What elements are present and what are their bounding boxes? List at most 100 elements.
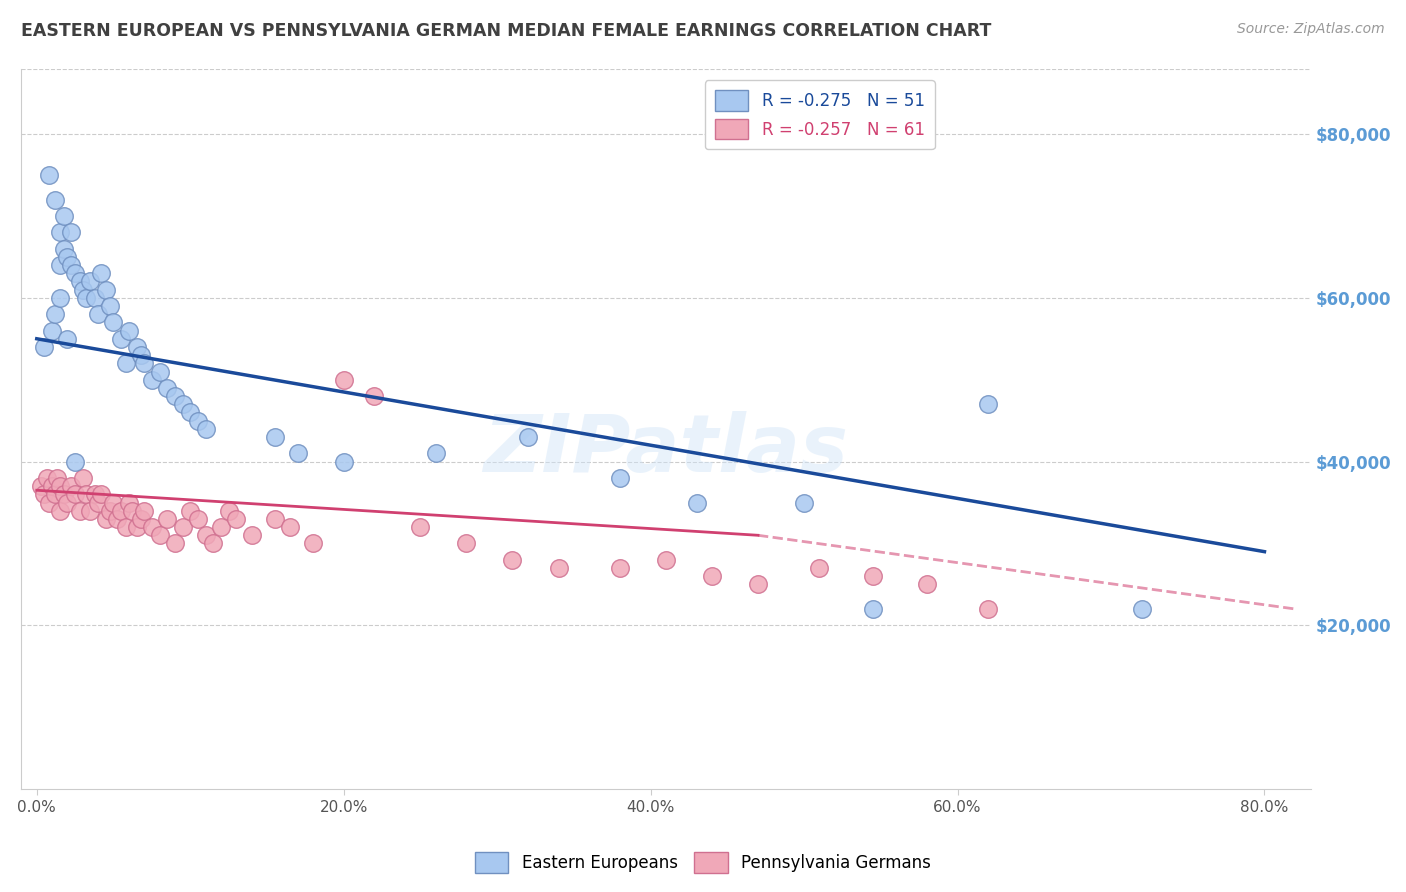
Point [41,324,63,338]
Point [263,512,285,526]
Point [34,340,56,354]
Point [44,193,66,207]
Point [49,504,72,518]
Point [148,528,170,542]
Point [37,471,59,485]
Point [209,520,232,534]
Point [700,569,723,583]
Point [63,454,86,468]
Point [747,577,769,591]
Point [38,168,60,182]
Point [56,495,79,509]
Point [59,479,82,493]
Point [332,373,354,387]
Point [302,536,325,550]
Legend: R = -0.275   N = 51, R = -0.257   N = 61: R = -0.275 N = 51, R = -0.257 N = 61 [706,80,935,150]
Point [34,487,56,501]
Point [977,397,1000,411]
Point [141,373,163,387]
Point [105,512,128,526]
Point [75,487,97,501]
Point [179,405,201,419]
Point [516,430,538,444]
Point [609,471,631,485]
Point [915,577,938,591]
Point [793,495,815,509]
Point [84,291,107,305]
Point [202,536,225,550]
Point [56,250,79,264]
Point [59,225,82,239]
Point [103,315,125,329]
Point [69,275,91,289]
Point [977,602,1000,616]
Point [79,504,101,518]
Point [87,495,110,509]
Point [125,520,148,534]
Point [1130,602,1153,616]
Point [44,487,66,501]
Point [56,332,79,346]
Point [90,487,112,501]
Point [44,307,66,321]
Point [363,389,385,403]
Legend: Eastern Europeans, Pennsylvania Germans: Eastern Europeans, Pennsylvania Germans [468,846,938,880]
Point [41,479,63,493]
Point [59,258,82,272]
Point [862,602,884,616]
Point [114,520,136,534]
Point [172,397,194,411]
Point [218,504,240,518]
Point [685,495,707,509]
Point [118,324,141,338]
Point [30,479,52,493]
Point [49,225,72,239]
Point [655,553,678,567]
Point [287,446,309,460]
Point [75,291,97,305]
Point [87,307,110,321]
Point [240,528,263,542]
Point [69,504,91,518]
Point [862,569,884,583]
Point [179,504,201,518]
Point [110,504,132,518]
Point [114,356,136,370]
Point [49,258,72,272]
Point [118,495,141,509]
Point [125,340,148,354]
Point [194,422,217,436]
Text: EASTERN EUROPEAN VS PENNSYLVANIA GERMAN MEDIAN FEMALE EARNINGS CORRELATION CHART: EASTERN EUROPEAN VS PENNSYLVANIA GERMAN … [21,22,991,40]
Point [609,561,631,575]
Point [94,512,117,526]
Text: ZIPatlas: ZIPatlas [484,411,848,490]
Point [263,430,285,444]
Point [456,536,478,550]
Point [187,414,209,428]
Point [808,561,831,575]
Point [100,504,122,518]
Point [194,528,217,542]
Point [129,348,152,362]
Point [134,504,156,518]
Point [84,487,107,501]
Point [72,471,94,485]
Point [409,520,432,534]
Point [141,520,163,534]
Point [49,479,72,493]
Text: Source: ZipAtlas.com: Source: ZipAtlas.com [1237,22,1385,37]
Point [129,512,152,526]
Point [156,381,179,395]
Point [100,299,122,313]
Point [72,283,94,297]
Point [163,536,186,550]
Point [134,356,156,370]
Point [53,209,76,223]
Point [53,242,76,256]
Point [172,520,194,534]
Point [63,487,86,501]
Point [278,520,301,534]
Point [53,487,76,501]
Point [547,561,569,575]
Point [163,389,186,403]
